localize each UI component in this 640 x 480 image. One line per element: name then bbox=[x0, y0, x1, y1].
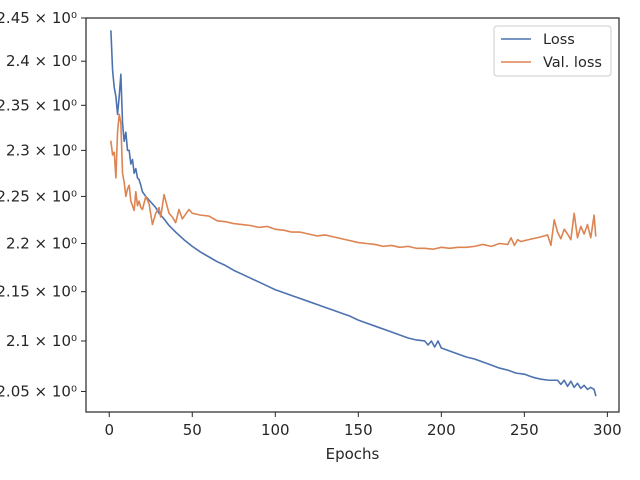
x-tick-label: 100 bbox=[261, 421, 290, 439]
plot-area bbox=[110, 30, 597, 397]
y-axis: 2.05 × 10⁰ 2.1 × 10⁰ 2.15 × 10⁰ 2.2 × 10⁰ 2.… bbox=[0, 9, 86, 400]
y-tick-label: 2.35 × 10⁰ bbox=[0, 96, 77, 114]
series-line-loss bbox=[110, 30, 597, 397]
legend-label-loss: Loss bbox=[543, 32, 575, 48]
y-tick-label: 2.2 × 10⁰ bbox=[6, 235, 77, 253]
y-tick-label: 2.15 × 10⁰ bbox=[0, 283, 77, 301]
y-tick-label: 2.45 × 10⁰ bbox=[0, 9, 77, 27]
axes-frame bbox=[85, 17, 620, 413]
y-tick-label: 2.3 × 10⁰ bbox=[6, 141, 77, 159]
x-tick-label: 200 bbox=[427, 421, 456, 439]
series-line-val-loss bbox=[110, 113, 597, 251]
y-tick-label: 2.25 × 10⁰ bbox=[0, 187, 77, 205]
x-axis: 0 50 100 150 200 250 300 bbox=[104, 412, 622, 439]
y-tick-label: 2.1 × 10⁰ bbox=[6, 332, 77, 350]
x-tick-label: 300 bbox=[593, 421, 622, 439]
legend-label-val-loss: Val. loss bbox=[543, 55, 602, 71]
y-tick-label: 2.05 × 10⁰ bbox=[0, 382, 77, 400]
legend: Loss Val. loss bbox=[493, 25, 612, 77]
x-tick-label: 0 bbox=[104, 421, 114, 439]
x-tick-label: 250 bbox=[510, 421, 539, 439]
y-tick-label: 2.4 × 10⁰ bbox=[6, 52, 77, 70]
x-tick-label: 50 bbox=[183, 421, 202, 439]
x-tick-label: 150 bbox=[344, 421, 373, 439]
x-axis-title: Epochs bbox=[326, 445, 380, 463]
